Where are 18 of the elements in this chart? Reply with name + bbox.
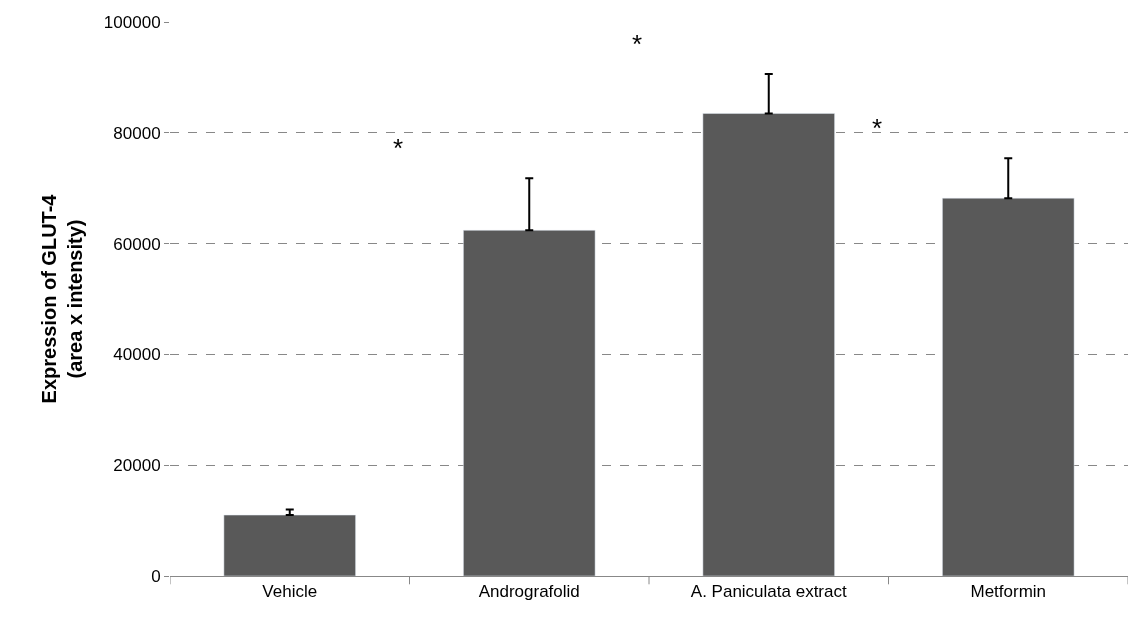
y-axis-title: Expression of GLUT-4 (area x intensity) bbox=[38, 193, 87, 404]
y-tick-label: 0 bbox=[151, 566, 161, 586]
bar bbox=[702, 113, 835, 576]
x-tick-label: Vehicle bbox=[262, 582, 318, 602]
y-tick-label: 20000 bbox=[113, 456, 161, 476]
y-tick-label: 80000 bbox=[113, 123, 161, 143]
x-tick-label: Metformin bbox=[970, 582, 1047, 602]
annotation: * bbox=[872, 113, 883, 143]
bar bbox=[223, 514, 356, 576]
x-tick-label: Andrografolid bbox=[478, 582, 580, 602]
y-tick-label: 100000 bbox=[103, 12, 161, 32]
annotation: * bbox=[632, 29, 643, 59]
y-tick-label: 60000 bbox=[113, 234, 161, 254]
bar bbox=[463, 230, 596, 576]
annotation: * bbox=[393, 133, 404, 163]
x-tick-label: A. Paniculata extract bbox=[690, 582, 847, 602]
y-tick-label: 40000 bbox=[113, 345, 161, 365]
bar bbox=[942, 197, 1075, 576]
